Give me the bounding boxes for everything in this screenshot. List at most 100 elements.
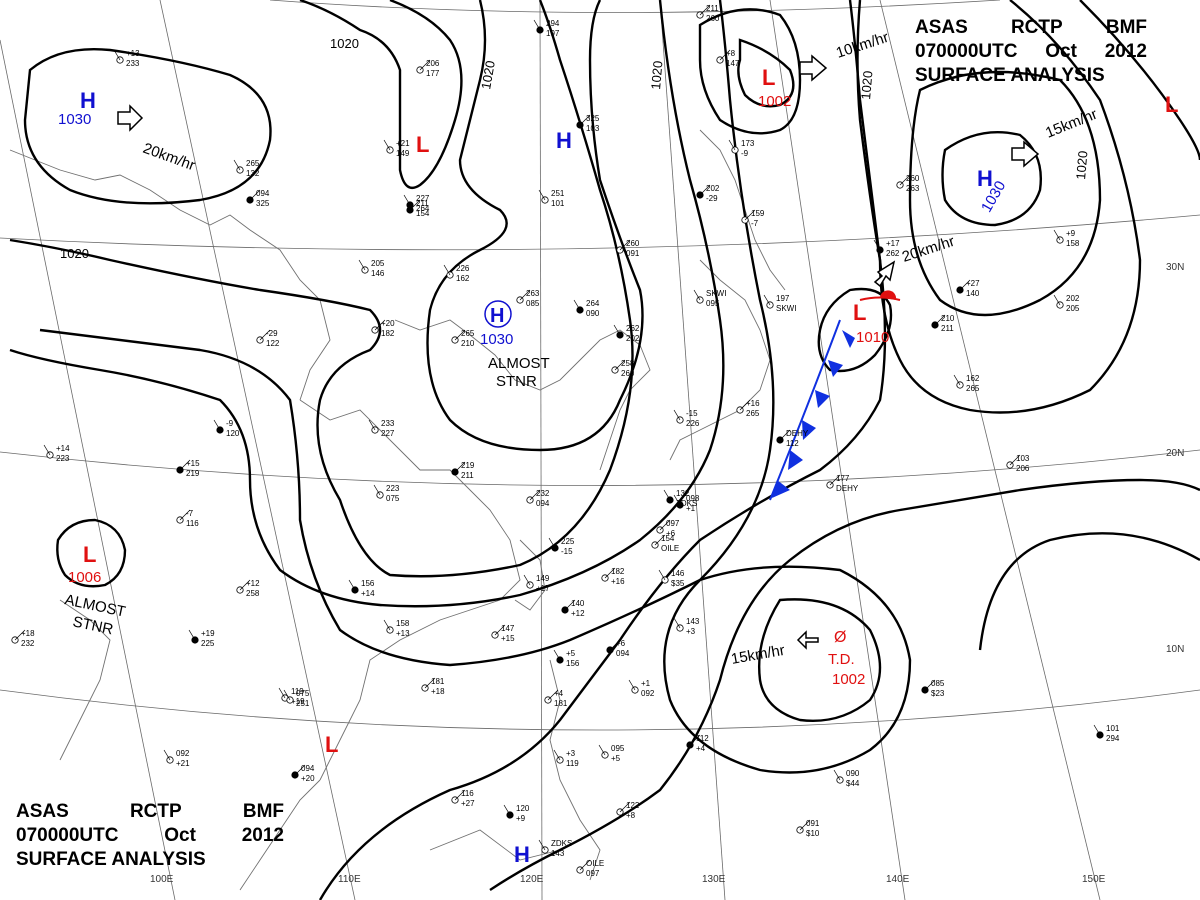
wind-barb-icon: [419, 59, 431, 71]
low-center-symbol: L: [416, 132, 429, 157]
title-row: SURFACE ANALYSIS: [915, 64, 1147, 88]
wind-barb-icon: [188, 629, 196, 641]
longitude-label: 110E: [338, 874, 361, 885]
station-value: 264: [416, 204, 430, 213]
station-value: 116: [186, 519, 199, 528]
warm-front-semicircle: [880, 290, 897, 300]
station-value: +16: [746, 399, 760, 408]
station-value: OILE: [661, 544, 679, 553]
station-value: 205: [1066, 304, 1080, 313]
longitude-label: 150E: [1082, 874, 1106, 885]
title-word: BMF: [1105, 17, 1147, 38]
wind-barb-icon: [538, 839, 546, 851]
station-value: $35: [671, 579, 685, 588]
coast-china-south: [299, 399, 521, 781]
isobar-1020-central: [9, 0, 634, 578]
station-value: 122: [626, 801, 640, 810]
wind-barb-icon: [663, 489, 671, 501]
latitude-label: 20N: [1166, 448, 1184, 459]
low-center-value: 1006: [68, 569, 101, 586]
station-value: 227: [416, 194, 430, 203]
station-value: 154: [416, 209, 430, 218]
wind-barb-icon: [553, 649, 561, 661]
station-value: 260: [706, 14, 720, 23]
station-value: 132: [676, 489, 690, 498]
station-value: 095: [611, 744, 625, 753]
wind-barb-icon: [739, 399, 751, 411]
low-center-symbol: L: [853, 300, 866, 325]
station-value: +1: [641, 679, 651, 688]
longitude-label: 140E: [886, 874, 910, 885]
station-value: 181: [431, 677, 445, 686]
station-value: 112: [696, 734, 709, 743]
station-value: +3: [566, 749, 576, 758]
pressure-centers: H 1030 H 1030 H 1030 H H L 1002 L 1010 L…: [58, 65, 1178, 867]
title-row: ASAS RCTP BMF: [915, 16, 1147, 40]
isobar-outer-a: [39, 0, 775, 667]
station-value: -7: [751, 219, 759, 228]
title-block-top: ASAS RCTP BMF 070000UTC Oct 2012 SURFACE…: [915, 16, 1147, 88]
coastlines: [9, 129, 786, 891]
wind-barb-icon: [43, 444, 51, 456]
station-value: $44: [846, 779, 860, 788]
front-triangle: [842, 330, 855, 348]
station-value: -15: [561, 547, 573, 556]
station-value: $10: [806, 829, 820, 838]
station-value: 116: [461, 789, 474, 798]
station-value: +20: [381, 319, 395, 328]
station-value: 223: [56, 454, 70, 463]
wind-barb-icon: [523, 574, 531, 586]
wind-barb-icon: [619, 239, 631, 251]
wind-barb-icon: [604, 567, 616, 579]
wind-barb-icon: [368, 419, 376, 431]
title-word: ASAS: [915, 17, 968, 38]
coast-japan: [669, 259, 771, 461]
station-value: 119: [566, 759, 579, 768]
longitude-label: 100E: [150, 874, 174, 885]
motion-arrow-icon: [1011, 140, 1040, 168]
station-value: 251: [551, 189, 565, 198]
station-value: 219: [461, 461, 475, 470]
station-value: 226: [456, 264, 470, 273]
meridian-150e: [879, 0, 1101, 900]
wind-barb-icon: [779, 429, 791, 441]
wind-barb-icon: [348, 579, 356, 591]
isobar-h1030-east: [941, 130, 1042, 227]
title-word: RCTP: [1010, 17, 1063, 38]
title-row: 070000UTC Oct 2012: [915, 40, 1147, 64]
station-value: +19: [291, 697, 305, 706]
title-time: 070000UTC: [16, 825, 119, 846]
latitude-label: 10N: [1166, 644, 1184, 655]
station-value: 085: [931, 679, 945, 688]
station-value: 122: [266, 339, 280, 348]
latitude-label: 30N: [1166, 262, 1184, 273]
station-value: +13: [396, 629, 410, 638]
wind-barb-icon: [744, 209, 756, 221]
station-value: 177: [836, 474, 850, 483]
td-value: 1002: [832, 671, 865, 688]
station-value: 103: [1016, 454, 1030, 463]
station-value: 181: [554, 699, 568, 708]
station-value: 075: [296, 689, 310, 698]
station-value: 225: [561, 537, 575, 546]
wind-barb-icon: [573, 299, 581, 311]
wind-barb-icon: [179, 459, 191, 471]
station-value: 091: [626, 249, 640, 258]
station-value: 264: [586, 299, 600, 308]
wind-barb-icon: [689, 734, 701, 746]
station-value: +8: [726, 49, 736, 58]
title-time: 070000UTC: [915, 41, 1018, 62]
isobar-labels: 1020 1020 1020 1020 1020 1020: [60, 36, 1091, 261]
isobar-low-1006: [56, 518, 127, 588]
station-value: 211: [706, 4, 719, 13]
wind-barb-icon: [833, 769, 841, 781]
front-triangle: [828, 360, 843, 377]
wind-barb-icon: [529, 489, 541, 501]
wind-barb-icon: [628, 679, 636, 691]
front-triangle: [788, 450, 803, 470]
station-value: +18: [21, 629, 35, 638]
isobar-label: 1020: [478, 59, 498, 90]
wind-barb-icon: [113, 49, 121, 61]
isobar-south-east: [489, 478, 1200, 891]
